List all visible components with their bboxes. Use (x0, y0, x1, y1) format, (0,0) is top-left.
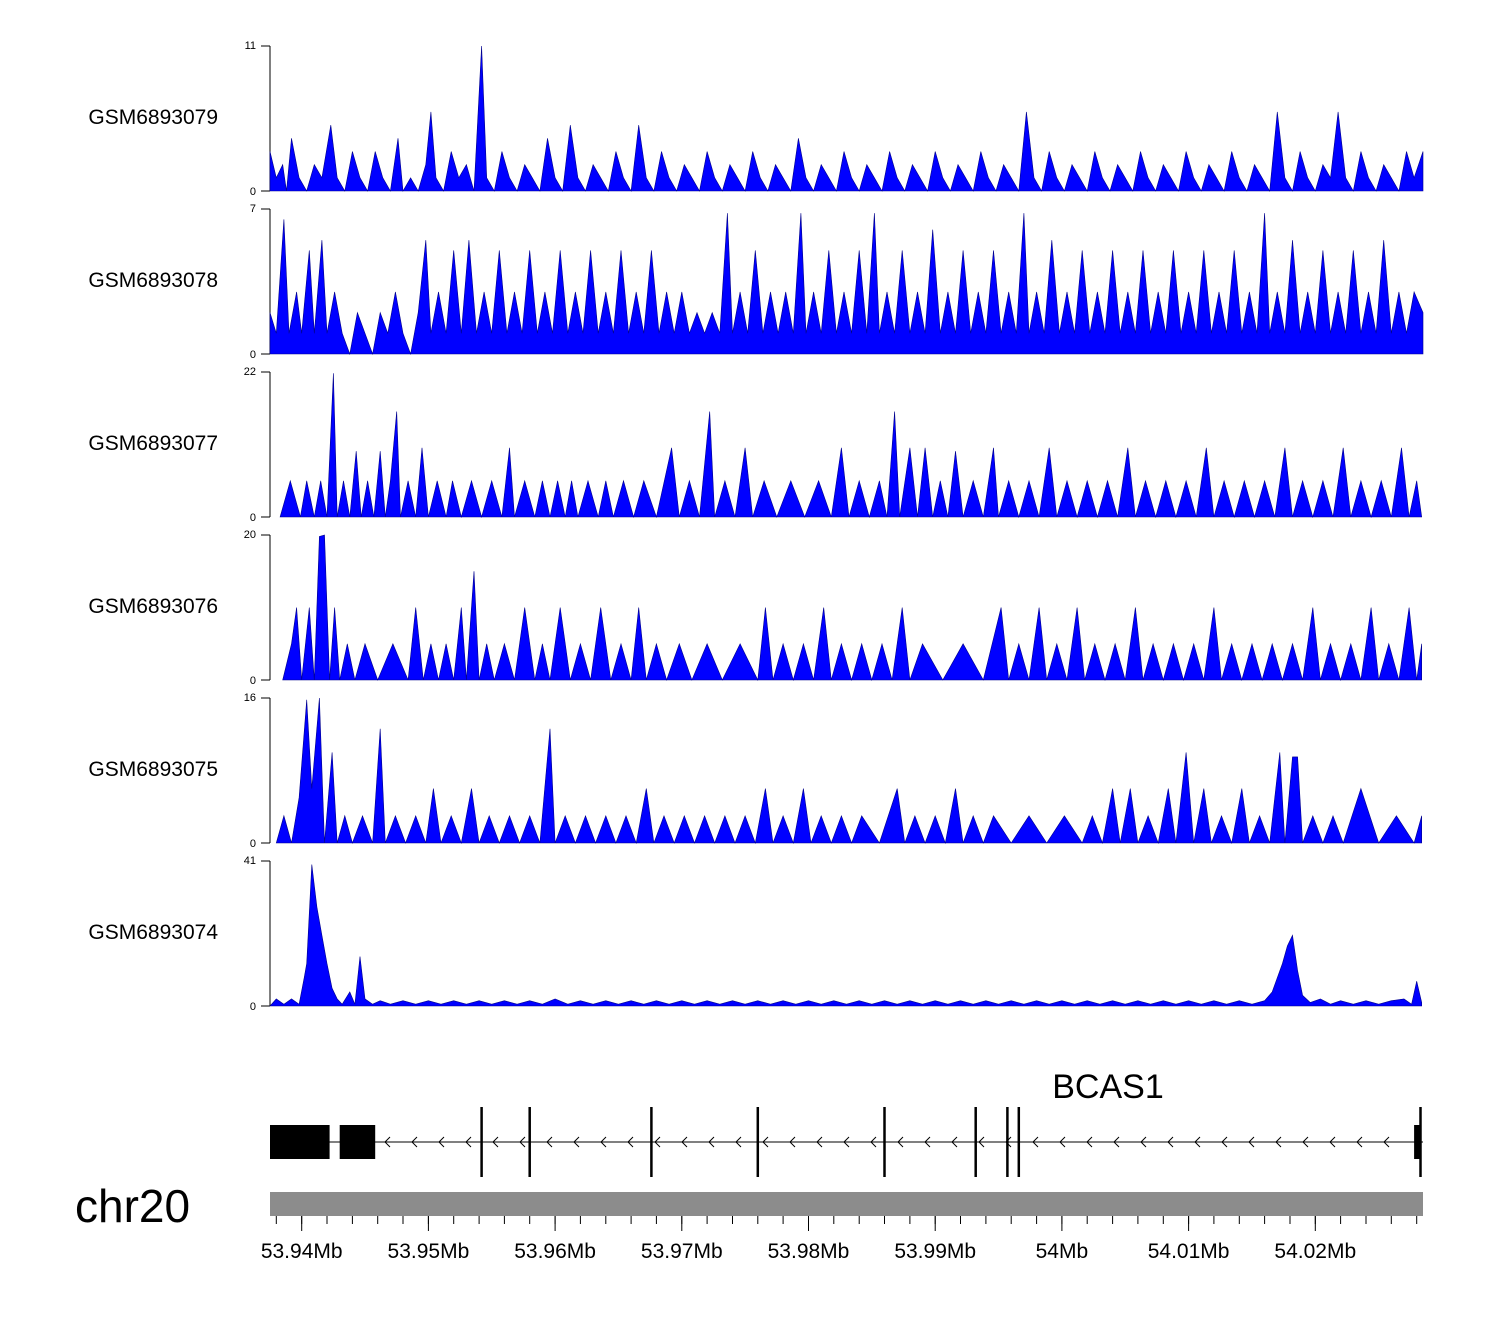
strand-arrow-icon (897, 1136, 904, 1148)
strand-arrow-icon (762, 1136, 769, 1148)
strand-arrow-icon (546, 1136, 553, 1148)
strand-arrow-icon (1329, 1136, 1336, 1148)
strand-arrow-icon (384, 1136, 391, 1148)
strand-arrow-icon (600, 1136, 607, 1148)
coverage-tracks: GSM6893079110GSM689307870GSM6893077220GS… (88, 40, 1424, 1013)
strand-arrow-icon (708, 1136, 715, 1148)
coverage-area (269, 45, 1424, 192)
genome-axis: chr20 53.94Mb 53.95Mb 53.96Mb 53.97Mb 53.98M… (75, 1180, 1423, 1263)
strand-arrow-icon (1248, 1136, 1255, 1148)
strand-arrow-icon (1356, 1136, 1363, 1148)
strand-arrow-icon (1167, 1136, 1174, 1148)
strand-arrow-icon (573, 1136, 580, 1148)
gene-exon-block (339, 1125, 376, 1159)
track-GSM6893076: GSM6893076 20 0 (88, 529, 1422, 687)
gene-exon-block (1414, 1125, 1421, 1159)
y-min-label: 0 (250, 675, 256, 687)
strand-arrow-icon (1059, 1136, 1066, 1148)
axis-tick-label: 53.97Mb (641, 1240, 723, 1263)
track-GSM6893075: GSM6893075 16 0 (88, 692, 1422, 850)
coverage-area (269, 213, 1424, 356)
strand-arrow-icon (843, 1136, 850, 1148)
y-max-label: 20 (244, 529, 256, 541)
strand-arrow-icon (1005, 1136, 1012, 1148)
y-max-label: 22 (244, 366, 256, 378)
coverage-area (279, 373, 1423, 519)
track-label: GSM6893079 (88, 106, 218, 129)
track-GSM6893079: GSM6893079 11 0 (88, 40, 1424, 198)
strand-arrow-icon (1032, 1136, 1039, 1148)
strand-arrow-icon (627, 1136, 634, 1148)
y-min-label: 0 (250, 1001, 256, 1013)
y-max-label: 16 (244, 692, 256, 704)
strand-arrow-icon (735, 1136, 742, 1148)
chromosome-label: chr20 (75, 1180, 190, 1232)
track-label: GSM6893074 (88, 921, 218, 944)
strand-arrow-icon (978, 1136, 985, 1148)
strand-arrow-icon (519, 1136, 526, 1148)
track-label: GSM6893076 (88, 595, 218, 618)
y-max-label: 41 (244, 855, 256, 867)
coverage-area (269, 864, 1422, 1007)
axis-tick-label: 53.99Mb (894, 1240, 976, 1263)
y-min-label: 0 (250, 838, 256, 850)
strand-arrow-icon (1113, 1136, 1120, 1148)
track-label: GSM6893075 (88, 758, 218, 781)
strand-arrow-icon (1221, 1136, 1228, 1148)
track-label: GSM6893078 (88, 269, 218, 292)
axis-tick-label: 53.95Mb (388, 1240, 470, 1263)
strand-arrow-icon (438, 1136, 445, 1148)
coverage-area (275, 697, 1422, 845)
strand-arrow-icon (1383, 1136, 1390, 1148)
strand-arrow-icon (654, 1136, 661, 1148)
axis-tick-label: 53.94Mb (261, 1240, 343, 1263)
axis-tick-label: 53.98Mb (768, 1240, 850, 1263)
axis-ticks: 53.94Mb 53.95Mb 53.96Mb 53.97Mb 53.98Mb 53.99… (261, 1216, 1418, 1263)
axis-tick-label: 53.96Mb (514, 1240, 596, 1263)
strand-arrow-icon (1194, 1136, 1201, 1148)
track-GSM6893077: GSM6893077 22 0 (88, 366, 1423, 524)
y-max-label: 7 (250, 203, 256, 215)
axis-tick-label: 54.02Mb (1274, 1240, 1356, 1263)
strand-arrow-icon (924, 1136, 931, 1148)
y-min-label: 0 (250, 186, 256, 198)
track-label: GSM6893077 (88, 432, 218, 455)
strand-arrow-icon (951, 1136, 958, 1148)
strand-arrow-icon (465, 1136, 472, 1148)
y-min-label: 0 (250, 349, 256, 361)
gene-track: BCAS1 (270, 1068, 1423, 1177)
strand-arrow-icon (492, 1136, 499, 1148)
coverage-area (282, 534, 1422, 682)
y-min-label: 0 (250, 512, 256, 524)
axis-tick-label: 54.01Mb (1148, 1240, 1230, 1263)
strand-arrow-icon (1275, 1136, 1282, 1148)
strand-arrows (384, 1136, 1390, 1148)
track-GSM6893074: GSM6893074 41 0 (88, 855, 1422, 1013)
strand-arrow-icon (681, 1136, 688, 1148)
gene-exon-block (270, 1125, 330, 1159)
gene-exons (270, 1107, 1422, 1177)
chromosome-ideogram-bar (270, 1192, 1423, 1216)
strand-arrow-icon (816, 1136, 823, 1148)
track-GSM6893078: GSM6893078 7 0 (88, 203, 1424, 361)
gene-label: BCAS1 (1052, 1068, 1164, 1106)
strand-arrow-icon (789, 1136, 796, 1148)
strand-arrow-icon (1302, 1136, 1309, 1148)
strand-arrow-icon (1086, 1136, 1093, 1148)
strand-arrow-icon (1140, 1136, 1147, 1148)
strand-arrow-icon (870, 1136, 877, 1148)
y-max-label: 11 (245, 40, 256, 52)
strand-arrow-icon (411, 1136, 418, 1148)
axis-tick-label: 54Mb (1036, 1240, 1089, 1263)
